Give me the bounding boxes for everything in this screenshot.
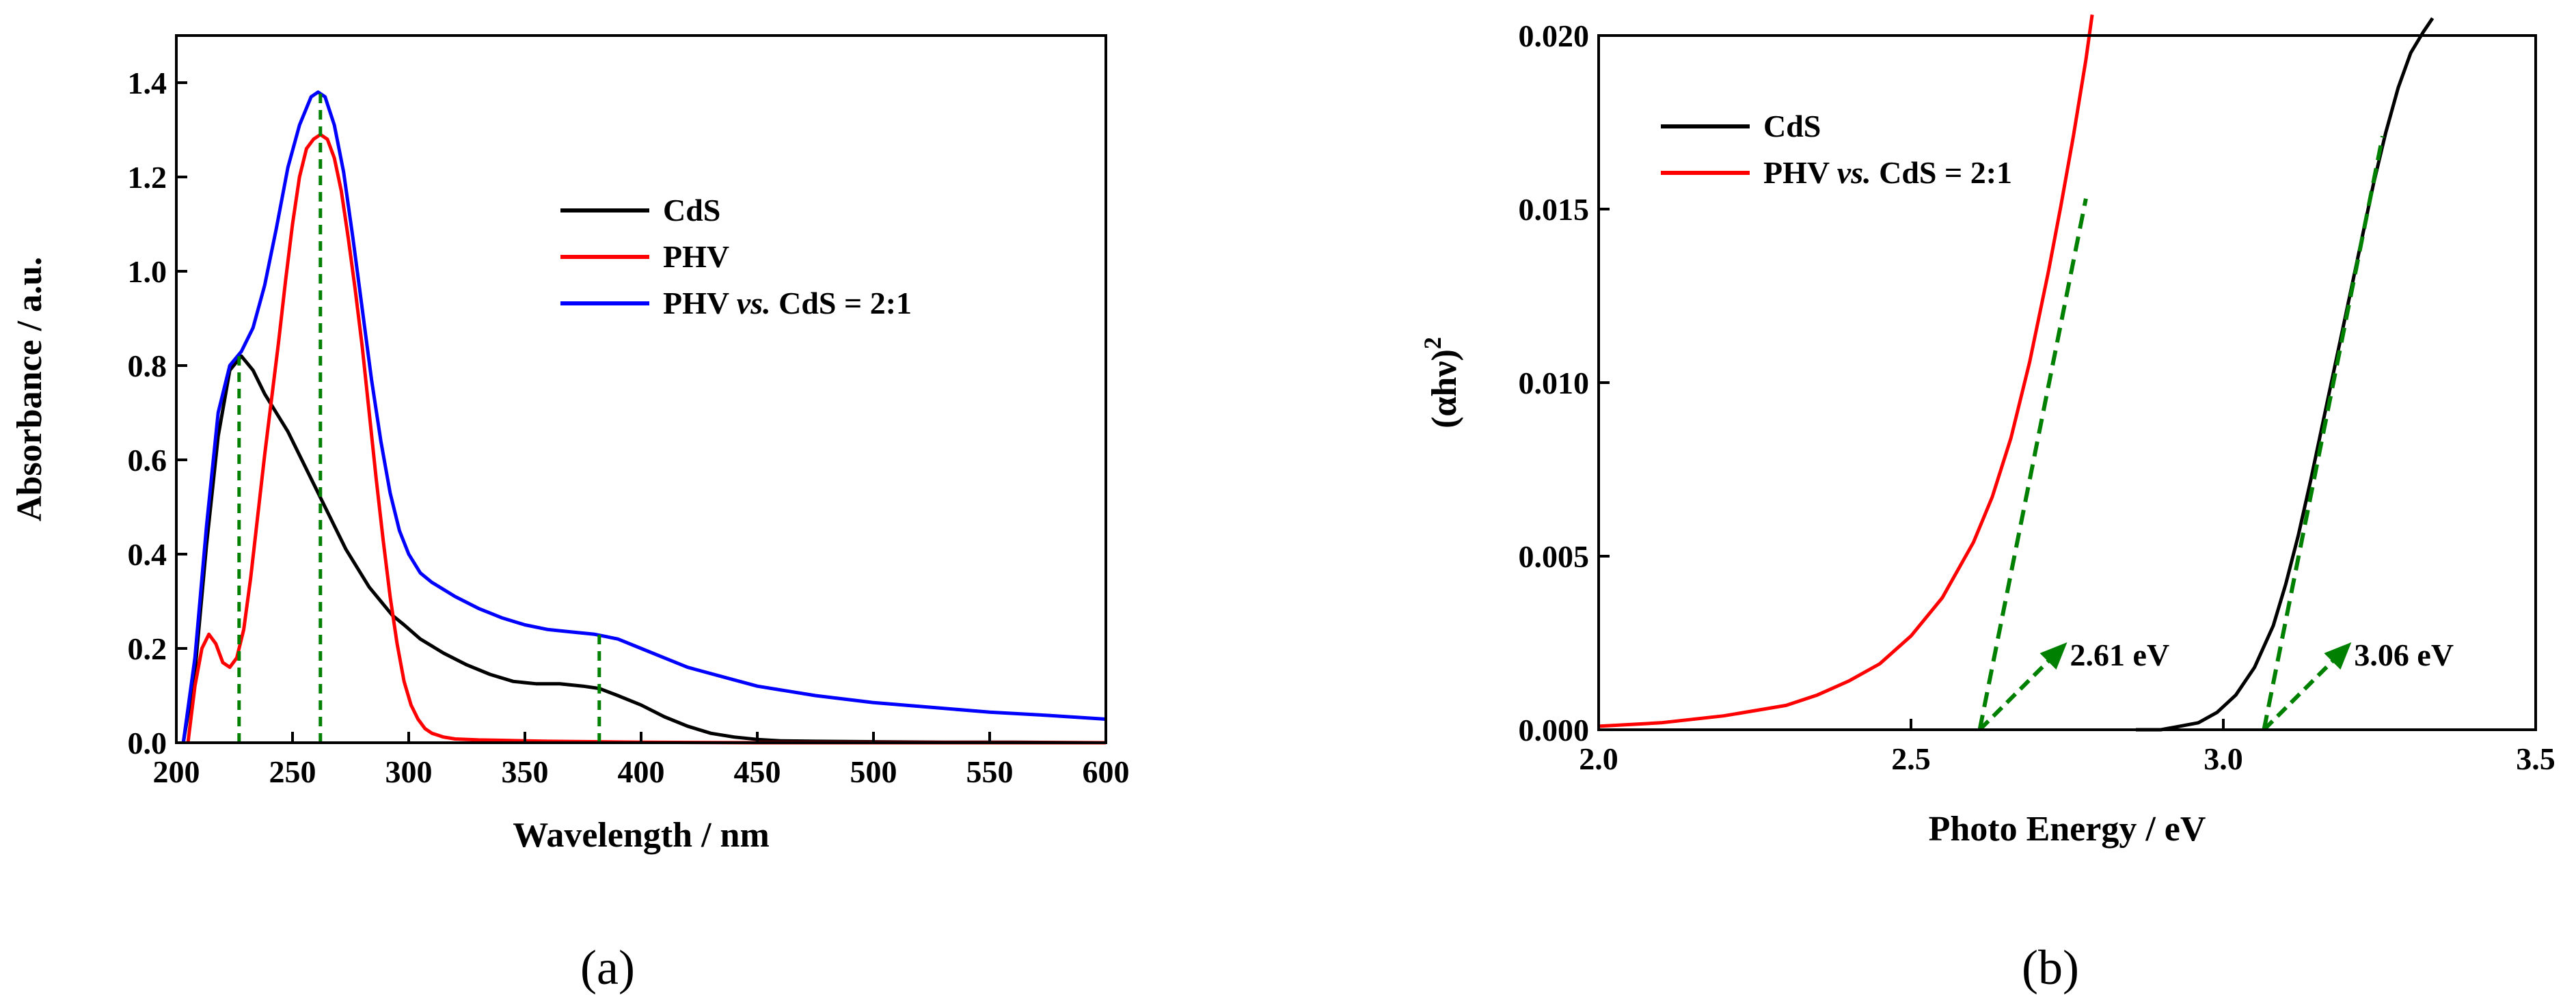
x-tick-label-5: 450 <box>734 754 781 789</box>
series-line-2 <box>181 90 1107 743</box>
x-tick-label-1: 250 <box>269 754 316 789</box>
x-tick-label-4: 400 <box>618 754 665 789</box>
y-tick-label-1: 0.2 <box>128 631 167 666</box>
chart-panel-b: 2.61 eV 3.06 eV 2.0 2.5 3.0 3.5 0.000 0.005 0.01… <box>1419 14 2555 995</box>
y-tick-label-5: 1.0 <box>128 254 167 289</box>
tangent-line-1 <box>2262 135 2385 730</box>
legend-label-0: CdS <box>663 193 720 228</box>
x-tick-label-0: 2.0 <box>1579 741 1618 776</box>
legend-text-part: PHV <box>1763 155 1837 190</box>
y-tick-label-3: 0.6 <box>128 443 167 478</box>
legend-label-1: PHV <box>663 239 729 274</box>
y-axis-label-superscript: 2 <box>1419 337 1446 349</box>
x-axis-label: Wavelength / nm <box>513 816 770 855</box>
y-axis-label: Absorbance / a.u. <box>10 257 49 521</box>
y-tick-label-3: 0.015 <box>1519 192 1590 227</box>
y-tick-label-0: 0.0 <box>128 726 167 760</box>
legend-label-0: CdS <box>1763 109 1821 143</box>
x-tick-label-7: 550 <box>966 754 1014 789</box>
x-axis-label: Photo Energy / eV <box>1929 810 2206 849</box>
series-line-1 <box>1598 14 2094 728</box>
annotation-label-1: 3.06 eV <box>2354 637 2454 672</box>
series-line-0 <box>181 354 1107 745</box>
tangent-line-0 <box>1977 198 2088 730</box>
y-tick-label-0: 0.000 <box>1519 713 1590 748</box>
x-tick-label-3: 3.5 <box>2516 741 2555 776</box>
y-tick-label-1: 0.005 <box>1519 539 1590 574</box>
x-tick-label-0: 200 <box>153 754 200 789</box>
annotation-arrow-0 <box>1978 653 2057 732</box>
y-tick-label-2: 0.4 <box>128 537 167 572</box>
x-tick-label-2: 300 <box>385 754 433 789</box>
y-tick-label-2: 0.010 <box>1519 366 1590 400</box>
legend-text-italic: vs. <box>737 286 771 320</box>
legend-text-part: CdS = 2:1 <box>1871 155 2012 190</box>
chart-panel-a: 200 250 300 350 400 450 500 550 600 0.0 0.2 0.4 0.6 0… <box>10 34 1130 995</box>
x-tick-label-1: 2.5 <box>1891 741 1931 776</box>
legend-text-part: PHV <box>663 286 737 320</box>
legend-label-2: PHV vs. CdS = 2:1 <box>663 286 912 320</box>
panel-label: (a) <box>580 940 635 995</box>
legend-text-part: CdS = 2:1 <box>771 286 912 320</box>
y-tick-label-7: 1.4 <box>128 66 167 100</box>
legend-text-italic: vs. <box>1837 155 1871 190</box>
panel-label: (b) <box>2022 940 2079 995</box>
y-tick-label-4: 0.8 <box>128 348 167 383</box>
legend-label-1: PHV vs. CdS = 2:1 <box>1763 155 2012 190</box>
annotation-label-0: 2.61 eV <box>2070 637 2170 672</box>
annotation-arrowhead-0 <box>2039 642 2067 670</box>
x-tick-label-3: 350 <box>502 754 549 789</box>
annotation-arrow-1 <box>2262 653 2341 732</box>
x-tick-label-2: 3.0 <box>2204 741 2243 776</box>
y-tick-label-4: 0.020 <box>1519 18 1590 53</box>
x-tick-label-8: 600 <box>1083 754 1130 789</box>
series-line-0 <box>2136 17 2435 732</box>
y-axis-label-main: (αhν) <box>1425 349 1464 428</box>
annotation-arrowhead-1 <box>2324 642 2352 670</box>
y-tick-label-6: 1.2 <box>128 160 167 195</box>
x-tick-label-6: 500 <box>850 754 897 789</box>
series-line-1 <box>186 133 1106 745</box>
y-axis-label: (αhν)2 <box>1419 337 1464 428</box>
